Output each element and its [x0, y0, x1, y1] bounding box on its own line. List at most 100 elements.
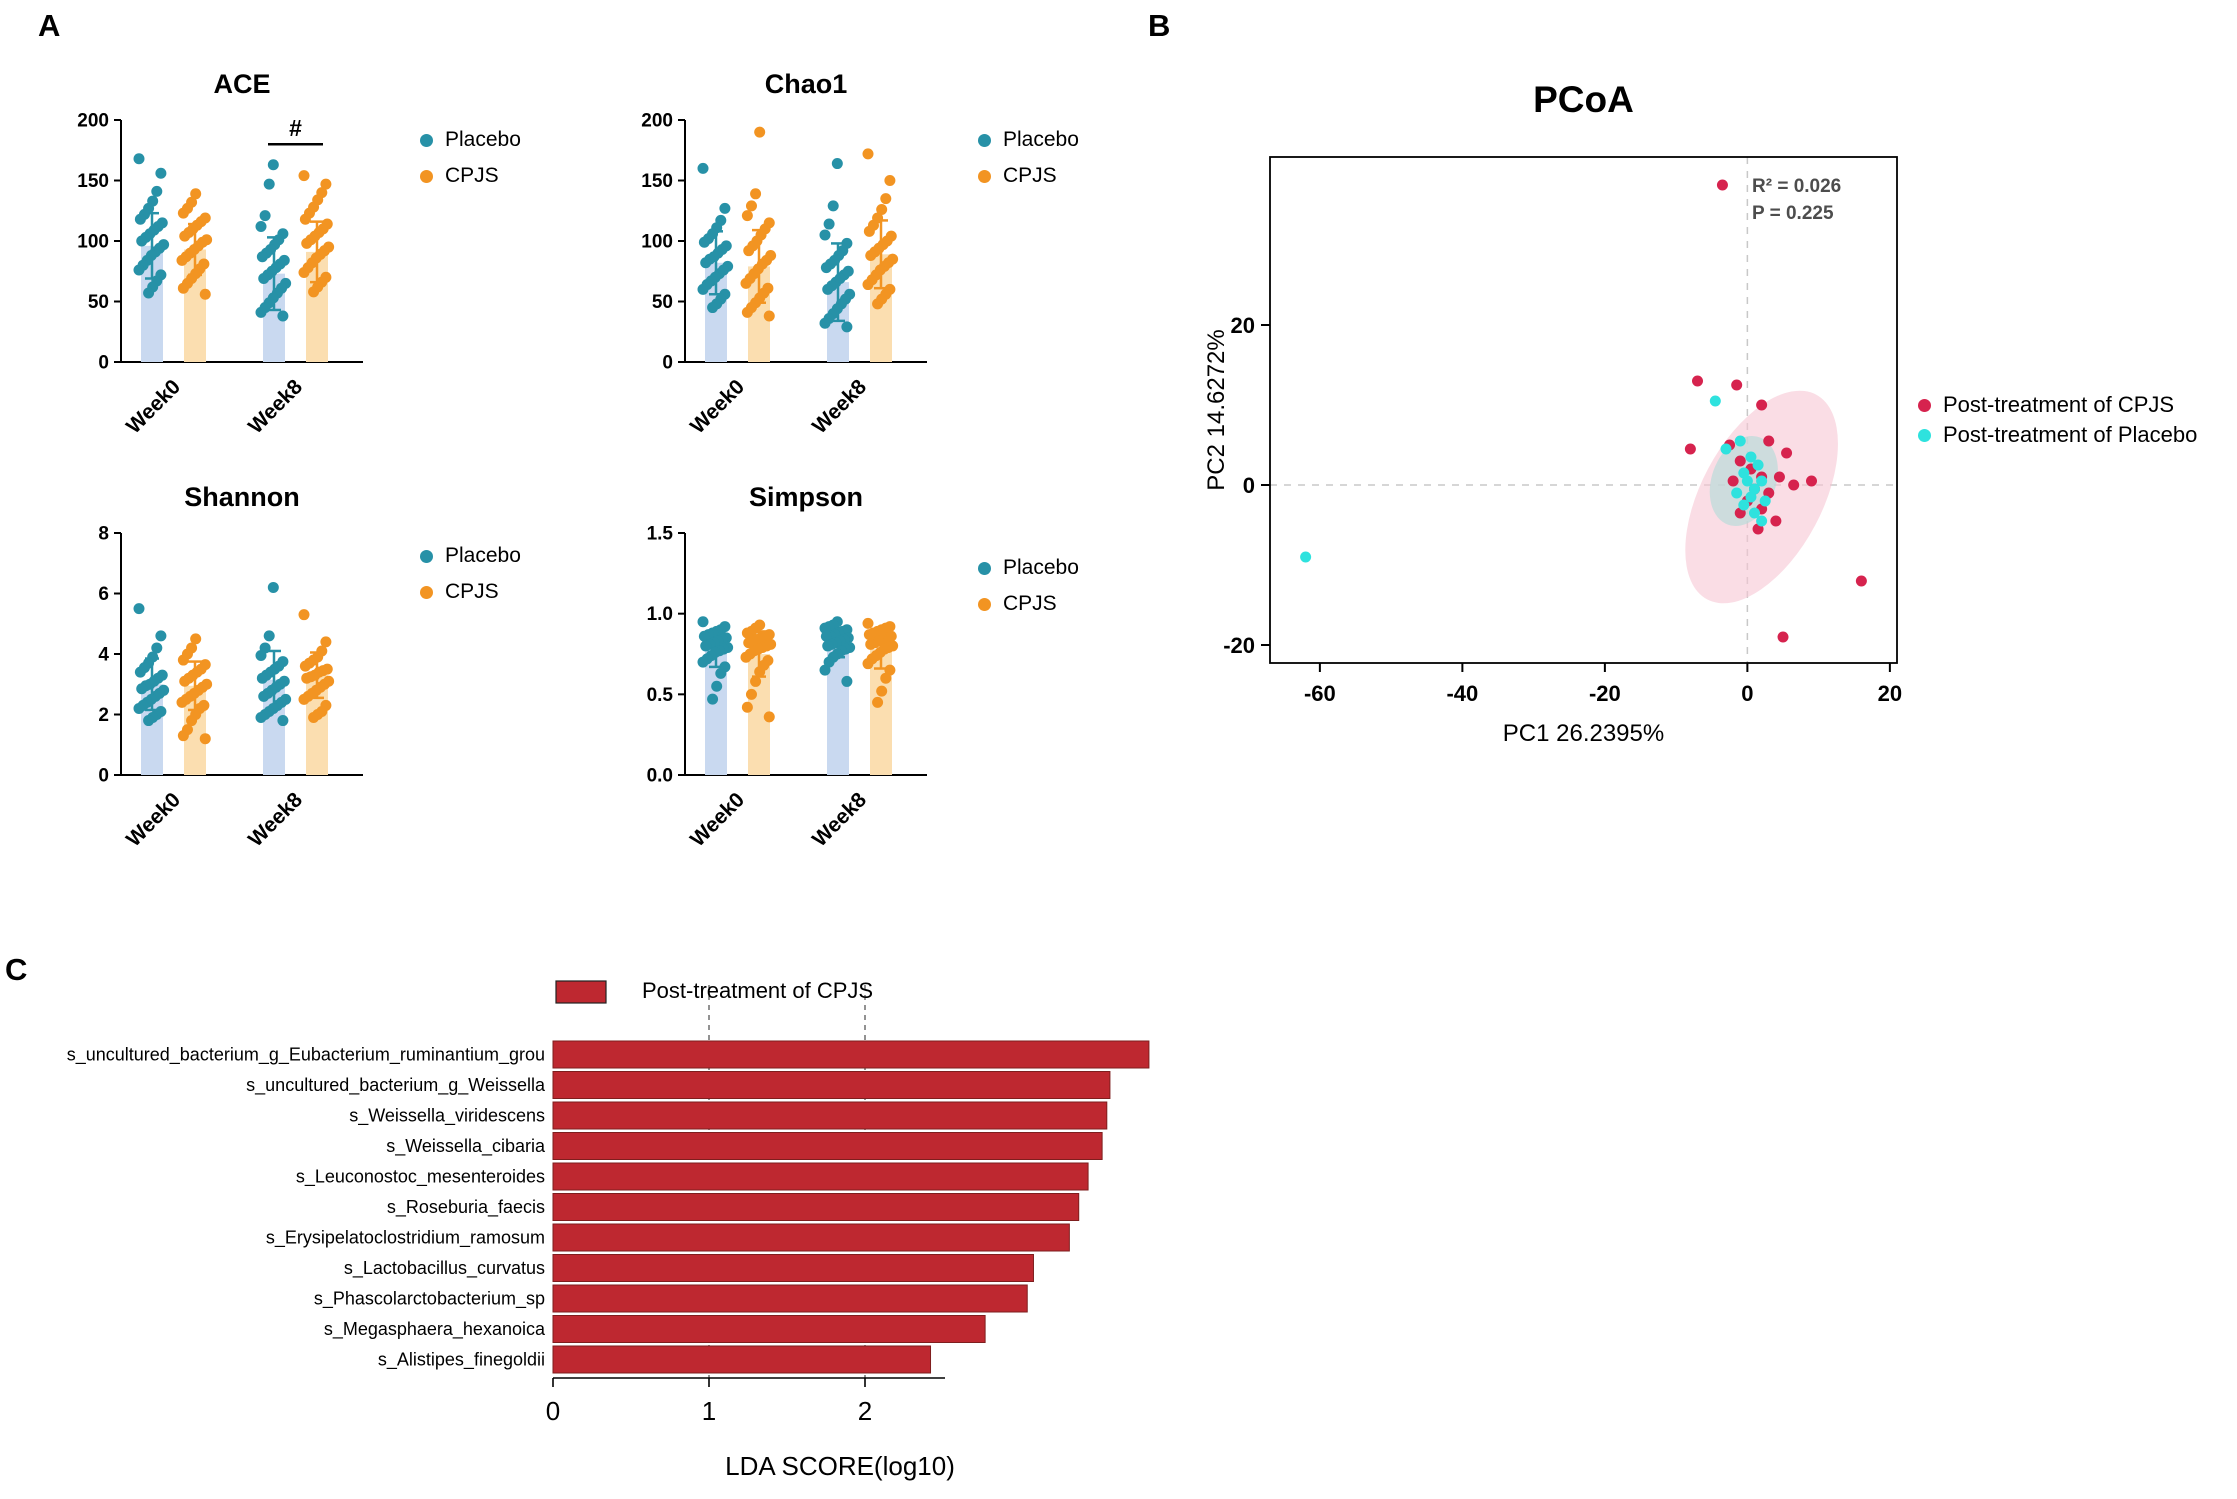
data-point	[263, 630, 275, 642]
y-tick-label: 0	[98, 766, 109, 787]
placebo-dot-icon	[420, 133, 433, 147]
ace-legend: Placebo CPJS	[420, 122, 521, 194]
legend-item-label: Placebo	[1003, 128, 1079, 151]
lda-bar	[552, 1345, 932, 1374]
legend-item-cpjs-post: Post-treatment of CPJS	[1918, 390, 2197, 420]
stats-annotation: P = 0.225	[1752, 203, 1834, 224]
data-point	[872, 696, 884, 708]
data-point	[743, 637, 755, 649]
legend-item-cpjs: CPJS	[420, 574, 521, 610]
data-point	[822, 283, 834, 295]
lda-bar	[552, 1284, 1028, 1313]
data-point	[151, 642, 163, 654]
data-point	[320, 636, 332, 648]
data-point	[698, 236, 710, 248]
data-point	[136, 235, 148, 247]
data-point	[1788, 479, 1800, 491]
data-point	[1738, 499, 1750, 511]
data-point	[308, 286, 320, 298]
lda-bar	[552, 1040, 1150, 1069]
category-label: s_Lactobacillus_curvatus	[344, 1258, 545, 1279]
data-point	[1731, 487, 1743, 499]
data-point	[1756, 475, 1768, 487]
data-point	[177, 654, 189, 666]
data-point	[1734, 455, 1746, 467]
data-point	[143, 287, 155, 299]
data-point	[177, 282, 189, 294]
data-point	[697, 162, 709, 174]
legend-item-cpjs: CPJS	[978, 158, 1079, 194]
data-point	[740, 651, 752, 663]
data-point	[862, 658, 874, 670]
plot-border	[1269, 156, 1898, 664]
data-point	[740, 277, 752, 289]
data-point	[1756, 399, 1768, 411]
category-label: s_Leuconostoc_mesenteroides	[296, 1167, 545, 1188]
category-label: s_Megasphaera_hexanoica	[324, 1319, 546, 1340]
data-point	[176, 254, 188, 266]
x-category-label: Week0	[122, 375, 185, 438]
legend-item-placebo: Placebo	[420, 122, 521, 158]
x-category-label: Week8	[244, 375, 307, 438]
data-point	[876, 685, 888, 697]
stats-annotation: R² = 0.026	[1752, 176, 1841, 197]
x-category-label: Week0	[122, 788, 185, 851]
data-point	[841, 675, 853, 687]
data-point	[865, 250, 877, 262]
lda-bar	[552, 1193, 1080, 1221]
x-category-label: Week8	[808, 375, 871, 438]
x-tick-label: 2	[858, 1396, 872, 1426]
data-point	[186, 715, 198, 727]
data-point	[884, 175, 896, 186]
data-point	[741, 306, 753, 318]
cpjs-dot-icon	[420, 169, 433, 183]
data-point	[707, 302, 719, 314]
significance-label: #	[289, 115, 302, 141]
lda-bar	[552, 1254, 1034, 1282]
data-point	[298, 609, 310, 621]
legend-item-label: Post-treatment of CPJS	[1943, 392, 2175, 417]
data-point	[155, 630, 167, 642]
data-point	[711, 680, 723, 692]
legend-item-label: CPJS	[445, 580, 499, 603]
data-point	[199, 733, 211, 745]
data-point	[741, 210, 753, 222]
data-point	[255, 650, 267, 662]
chart-title: Simpson	[749, 482, 863, 512]
cpjs-dot-icon	[420, 585, 433, 599]
data-point	[750, 188, 762, 200]
data-point	[308, 712, 320, 724]
data-point	[876, 204, 888, 216]
category-label: s_Alistipes_finegoldii	[378, 1350, 545, 1371]
cpjs-dot-icon	[1918, 398, 1931, 412]
data-point	[255, 220, 267, 232]
data-point	[179, 230, 191, 242]
chart-title: Shannon	[184, 482, 300, 512]
placebo-dot-icon	[420, 549, 433, 563]
chao1-legend: Placebo CPJS	[978, 122, 1079, 194]
data-point	[745, 688, 757, 700]
data-point	[863, 629, 875, 641]
legend-swatch	[555, 980, 607, 1004]
x-tick-label: -40	[1446, 681, 1478, 706]
data-point	[1763, 435, 1775, 447]
data-point	[177, 730, 189, 742]
data-point	[719, 202, 731, 214]
data-point	[177, 207, 189, 219]
data-point	[1720, 443, 1732, 455]
data-point	[151, 185, 163, 197]
chart-title: PCoA	[1533, 79, 1634, 120]
data-point	[263, 178, 275, 190]
data-point	[819, 229, 831, 241]
shannon-chart: Shannon 0 2 4 6 8 Week0 Week8	[98, 482, 363, 851]
data-point	[700, 640, 712, 652]
pcoa-legend: Post-treatment of CPJS Post-treatment of…	[1918, 390, 2197, 450]
data-point	[1692, 375, 1703, 387]
x-axis-label: LDA SCORE(log10)	[725, 1451, 955, 1481]
x-axis-label: PC1 26.2395%	[1503, 720, 1664, 747]
y-axis-label: PC2 14.6272%	[1203, 329, 1230, 490]
data-point	[822, 640, 834, 652]
x-category-label: Week8	[244, 788, 307, 851]
data-point	[255, 306, 267, 318]
data-point	[267, 581, 279, 593]
